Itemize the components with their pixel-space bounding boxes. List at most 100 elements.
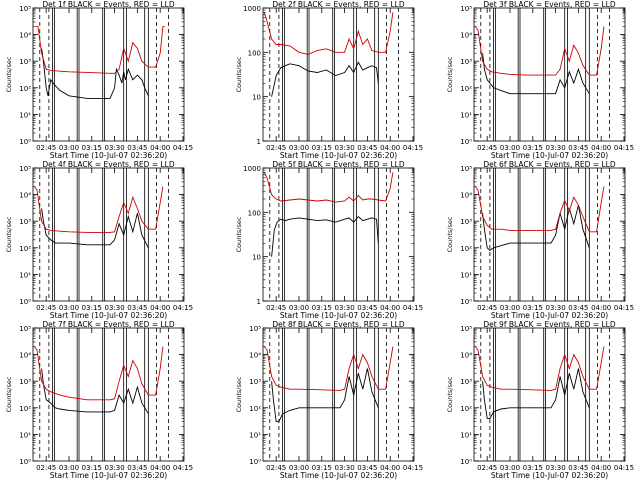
y-tick-label: 10³ [19,58,31,66]
y-tick-label: 10² [249,405,261,413]
x-tick-label: 03:30 [545,304,565,312]
y-tick-label: 10⁰ [460,138,472,146]
x-tick-label: 04:00 [591,464,611,472]
x-tick-label: 04:15 [614,464,634,472]
x-tick-label: 04:15 [173,464,193,472]
x-axis-label: Start Time (10-Jul-07 02:36:20) [50,311,167,320]
events-series-line [271,215,379,257]
x-tick-label: 03:15 [312,464,332,472]
y-tick-label: 10⁰ [19,458,31,466]
y-tick-label: 10¹ [460,431,472,439]
y-axis-label: Counts/sec [235,376,243,412]
y-tick-label: 10⁰ [19,138,31,146]
y-tick-label: 10² [19,85,31,93]
y-tick-label: 10⁵ [460,325,472,333]
x-axis-label: Start Time (10-Jul-07 02:36:20) [50,471,167,480]
lld-series-line [474,26,605,76]
chart-title: Det 7f BLACK = Events, RED = LLD [42,320,175,329]
y-axis-label: Counts/sec [5,56,13,92]
x-tick-label: 03:45 [127,304,147,312]
lld-series-line [36,26,165,74]
x-tick-label: 03:30 [545,144,565,152]
x-tick-label: 02:45 [266,464,286,472]
lld-series-line [474,186,605,233]
y-tick-label: 10¹ [460,271,472,279]
y-tick-label: 10⁵ [19,165,31,173]
chart-title: Det 6f BLACK = Events, RED = LLD [483,160,616,169]
x-tick-label: 02:45 [477,144,497,152]
events-series-line [271,61,379,97]
x-tick-label: 03:30 [104,304,124,312]
y-tick-label: 10⁴ [460,192,472,200]
y-tick-label: 100 [248,49,261,57]
x-tick-label: 04:15 [403,144,423,152]
events-series-line [41,368,149,414]
y-tick-label: 10¹ [19,111,31,119]
chart-panel-6: 10⁰ 10¹ 10² 10³ 10⁴ 10⁵ 02:45 03:00 03:15 03:30 03… [446,160,634,320]
y-tick-label: 10² [460,85,472,93]
chart-title: Det 4f BLACK = Events, RED = LLD [42,160,175,169]
x-tick-label: 03:00 [289,304,309,312]
x-tick-label: 02:45 [477,464,497,472]
y-tick-label: 10⁵ [460,165,472,173]
chart-title: Det 2f BLACK = Events, RED = LLD [272,0,405,9]
plot-frame [262,7,415,142]
x-tick-label: 04:00 [591,144,611,152]
x-tick-label: 03:30 [334,144,354,152]
x-tick-label: 03:30 [104,144,124,152]
y-tick-label: 10 [252,254,261,262]
x-tick-label: 02:45 [36,304,56,312]
x-tick-label: 03:00 [59,144,79,152]
y-tick-label: 10⁵ [249,325,261,333]
y-tick-label: 10³ [460,378,472,386]
plot-frame [262,167,415,302]
y-axis-label: Counts/sec [446,376,454,412]
x-tick-label: 04:15 [614,304,634,312]
y-tick-label: 1000 [243,165,261,173]
y-tick-label: 10⁴ [19,352,31,360]
x-tick-label: 03:30 [334,464,354,472]
plot-frame [32,327,185,462]
y-axis-label: Counts/sec [446,56,454,92]
x-axis-label: Start Time (10-Jul-07 02:36:20) [50,151,167,160]
y-axis-label: Counts/sec [446,216,454,252]
y-tick-label: 10¹ [19,271,31,279]
y-tick-label: 10⁴ [19,192,31,200]
plot-frame [32,7,185,142]
y-tick-label: 10⁵ [19,325,31,333]
x-tick-label: 03:30 [104,464,124,472]
chart-panel-2: 1 10 100 1000 02:45 03:00 03:15 03:30 03:45 04:00… [235,0,423,160]
x-tick-label: 04:00 [150,464,170,472]
x-tick-label: 04:15 [614,144,634,152]
x-tick-label: 03:45 [127,464,147,472]
events-series-line [41,208,149,249]
chart-title: Det 8f BLACK = Events, RED = LLD [272,320,405,329]
y-tick-label: 1 [257,138,261,146]
y-tick-label: 10⁵ [460,5,472,13]
lld-series-line [33,346,164,401]
x-tick-label: 04:00 [380,144,400,152]
x-tick-label: 03:00 [500,144,520,152]
plot-frame [473,327,626,462]
x-tick-label: 02:45 [266,144,286,152]
chart-panel-3: 10⁰ 10¹ 10² 10³ 10⁴ 10⁵ 02:45 03:00 03:15 03:30 03… [446,0,634,160]
x-tick-label: 04:00 [380,304,400,312]
y-tick-label: 10⁰ [460,298,472,306]
y-tick-label: 10³ [460,218,472,226]
x-tick-label: 03:15 [82,464,102,472]
y-tick-label: 10⁵ [19,5,31,13]
lld-series-line [474,346,605,391]
y-tick-label: 10² [460,405,472,413]
chart-title: Det 3f BLACK = Events, RED = LLD [483,0,616,9]
y-tick-label: 1 [257,298,261,306]
x-tick-label: 03:15 [523,464,543,472]
x-tick-label: 02:45 [36,464,56,472]
x-tick-label: 03:45 [568,304,588,312]
x-tick-label: 03:45 [127,144,147,152]
x-tick-label: 04:00 [380,464,400,472]
x-tick-label: 03:30 [334,304,354,312]
x-tick-label: 04:15 [173,144,193,152]
events-series-line [482,205,590,251]
plot-frame [473,167,626,302]
